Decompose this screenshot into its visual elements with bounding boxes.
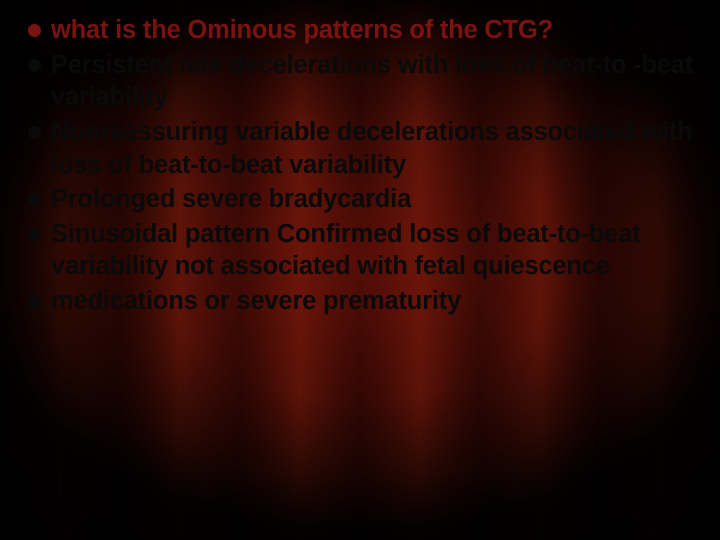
list-item: Prolonged severe bradycardia [28, 183, 698, 216]
list-item-text: Sinusoidal pattern Confirmed loss of bea… [51, 218, 698, 283]
list-item: medications or severe prematurity [28, 285, 698, 318]
bullet-icon [28, 126, 41, 139]
title-row: what is the Ominous patterns of the CTG? [28, 14, 698, 47]
list-item: Nonreassuring variable decelerations ass… [28, 116, 698, 181]
title-text: what is the Ominous patterns of the CTG? [51, 14, 553, 47]
list-item-text: Persistent late decelerations with loss … [51, 49, 698, 114]
list-item-text: medications or severe prematurity [51, 285, 461, 318]
list-item: Persistent late decelerations with loss … [28, 49, 698, 114]
slide-content: what is the Ominous patterns of the CTG?… [0, 0, 720, 540]
bullet-icon [28, 193, 41, 206]
list-item-text: Prolonged severe bradycardia [51, 183, 411, 216]
bullet-icon [28, 24, 41, 37]
bullet-icon [28, 295, 41, 308]
list-item-text: Nonreassuring variable decelerations ass… [51, 116, 698, 181]
bullet-icon [28, 228, 41, 241]
bullet-icon [28, 59, 41, 72]
list-item: Sinusoidal pattern Confirmed loss of bea… [28, 218, 698, 283]
